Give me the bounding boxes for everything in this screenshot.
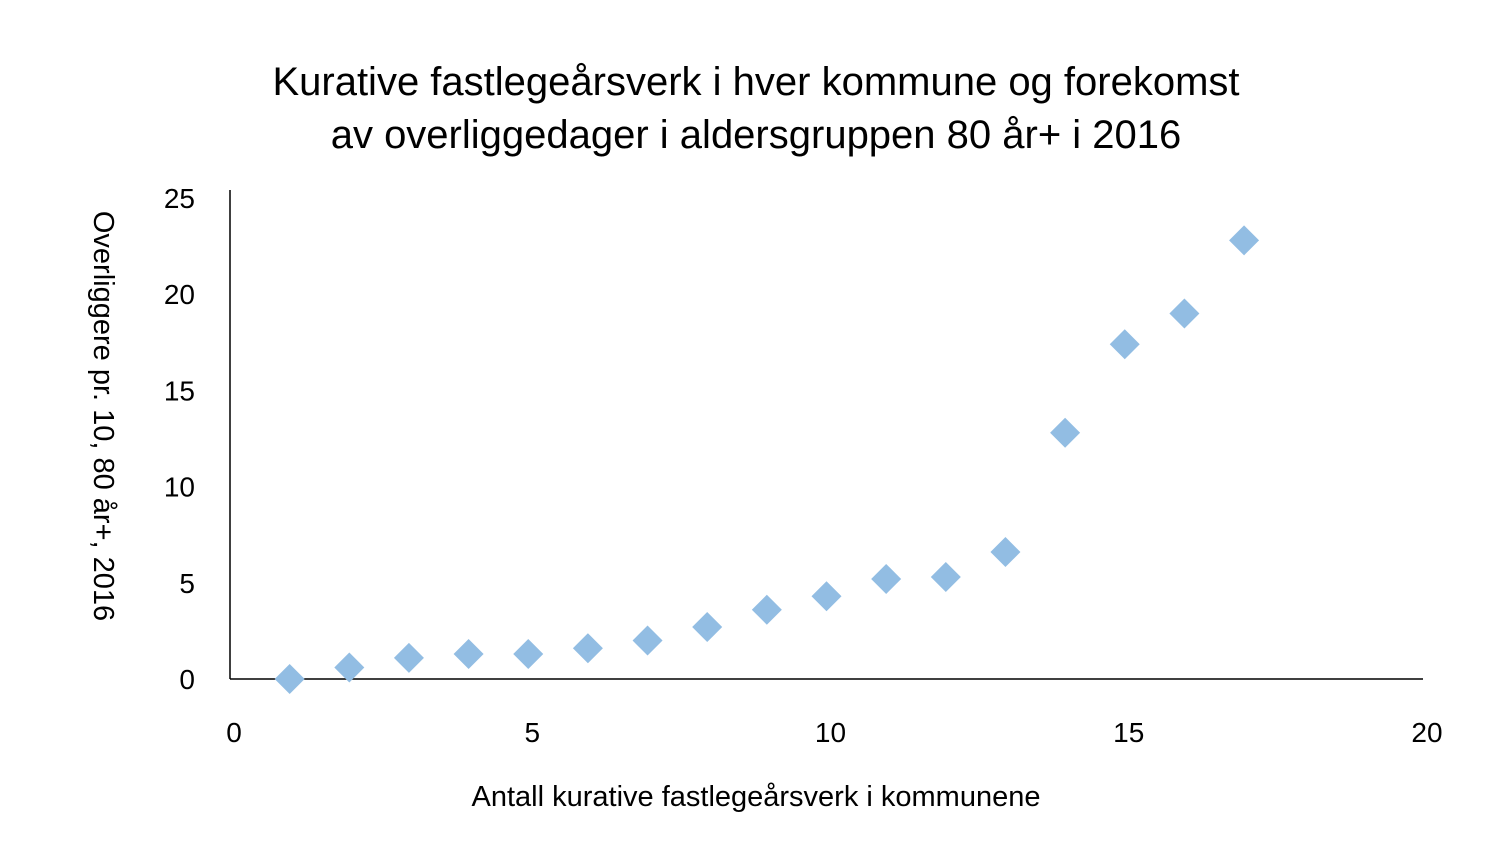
y-tick-label: 20 xyxy=(164,279,195,310)
data-point xyxy=(1169,298,1200,329)
data-point xyxy=(572,633,603,664)
y-tick-label: 10 xyxy=(164,472,195,503)
data-point xyxy=(632,625,663,656)
data-point xyxy=(692,612,723,643)
data-points xyxy=(274,225,1260,694)
data-point xyxy=(334,652,365,683)
data-point xyxy=(871,563,902,594)
data-point xyxy=(1109,329,1140,360)
data-point xyxy=(274,664,305,694)
y-tick-label: 5 xyxy=(179,568,195,599)
x-tick-label: 0 xyxy=(226,717,242,748)
y-tick-label: 0 xyxy=(179,664,195,695)
x-axis-label: Antall kurative fastlegeårsverk i kommun… xyxy=(472,781,1041,813)
chart-title-line-1: Kurative fastlegeårsverk i hver kommune … xyxy=(272,60,1239,104)
data-point xyxy=(453,638,484,669)
data-point xyxy=(1229,225,1260,256)
data-point xyxy=(930,562,961,593)
y-axis-label: Overliggere pr. 10, 80 år+, 2016 xyxy=(87,211,119,621)
data-point xyxy=(513,638,544,669)
y-tick-label: 15 xyxy=(164,375,195,406)
x-tick-label: 20 xyxy=(1411,717,1442,748)
x-tick-label: 10 xyxy=(815,717,846,748)
data-point xyxy=(393,642,424,673)
x-tick-label: 5 xyxy=(524,717,540,748)
y-tick-labels: 0 5 10 15 20 25 xyxy=(164,183,195,695)
data-point xyxy=(811,581,842,612)
data-point xyxy=(1050,417,1081,448)
data-point xyxy=(990,537,1021,568)
x-tick-label: 15 xyxy=(1113,717,1144,748)
y-tick-label: 25 xyxy=(164,183,195,214)
chart-title-line-2: av overliggedager i aldersgruppen 80 år+… xyxy=(331,113,1182,157)
x-tick-labels: 0 5 10 15 20 xyxy=(226,717,1442,748)
data-point xyxy=(751,594,782,625)
